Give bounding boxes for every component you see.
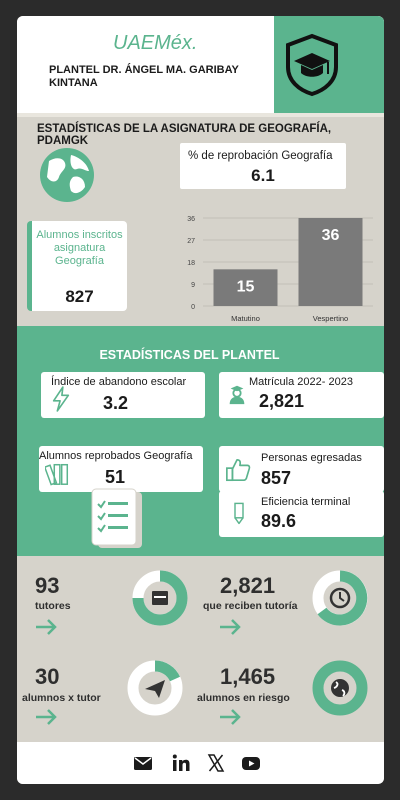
dropout-label: Índice de abandono escolar — [51, 376, 187, 388]
reprobation-label: % de reprobación Geografía — [188, 150, 333, 162]
arrow-right-icon — [36, 619, 57, 635]
dropout-value: 3.2 — [103, 393, 129, 413]
bar — [213, 269, 278, 306]
tutored-label: que reciben tutoría — [203, 600, 298, 612]
arrow-right-icon — [220, 709, 241, 725]
dropout-card: Índice de abandono escolar 3.2 — [41, 372, 205, 418]
globe-icon — [40, 148, 94, 202]
bar-data-label: 15 — [237, 278, 255, 295]
risk-value: 1,465 — [220, 664, 276, 689]
calendar-donut-icon — [132, 570, 188, 626]
youtube-icon[interactable] — [241, 753, 261, 773]
graduates-card: Personas egresadas 857 — [219, 446, 384, 492]
risk-label: alumnos en riesgo — [197, 692, 290, 704]
enrollment-value: 2,821 — [259, 391, 305, 411]
infographic-card: UAEMéx. PLANTEL DR. ÁNGEL MA. GARIBAY KI… — [17, 16, 384, 784]
mail-icon[interactable] — [133, 753, 153, 773]
y-tick-label: 9 — [191, 282, 195, 289]
arrow-right-icon — [36, 709, 57, 725]
brand-logo: UAEMéx. — [113, 32, 198, 54]
y-tick-label: 18 — [187, 260, 195, 267]
efficiency-card: Eficiencia terminal 89.6 — [219, 491, 384, 537]
tutors-value: 93 — [35, 573, 60, 598]
header-accent — [274, 16, 384, 116]
lightning-icon — [52, 386, 70, 412]
graduation-cap-shield-icon — [286, 33, 338, 97]
globe-donut-icon — [312, 660, 368, 716]
bar — [298, 218, 363, 306]
x-tick-label: Matutino — [231, 314, 260, 323]
graduates-label: Personas egresadas — [261, 452, 362, 464]
failed-students-chart: 0918273615Matutino36VespertinoReprobados — [187, 216, 373, 340]
ratio-value: 30 — [35, 664, 60, 689]
reprobation-card: % de reprobación Geografía 6.1 — [180, 143, 346, 189]
tutored-value: 2,821 — [220, 573, 276, 598]
y-tick-label: 0 — [191, 304, 195, 311]
ratio-label: alumnos x tutor — [22, 692, 101, 704]
reprobation-value: 6.1 — [251, 166, 275, 185]
x-icon[interactable] — [206, 753, 226, 773]
y-tick-label: 27 — [187, 238, 195, 245]
enrolled-value: 827 — [65, 287, 94, 306]
bar-data-label: 36 — [322, 227, 340, 244]
send-donut-icon — [127, 660, 183, 716]
linkedin-icon[interactable] — [171, 753, 191, 773]
x-tick-label: Vespertino — [313, 314, 348, 323]
tutors-label: tutores — [35, 600, 71, 612]
school-stats-section: ESTADÍSTICAS DEL PLANTEL Índice de aband… — [17, 326, 384, 556]
pencil-icon — [234, 502, 244, 525]
books-icon — [45, 463, 69, 486]
failed-label: Alumnos reprobados Geografía — [39, 450, 193, 462]
subject-stats-title: ESTADÍSTICAS DE LA ASIGNATURA DE GEOGRAF… — [37, 123, 332, 147]
y-tick-label: 36 — [187, 216, 195, 223]
school-name: PLANTEL DR. ÁNGEL MA. GARIBAY KINTANA — [49, 64, 239, 89]
divider — [17, 113, 384, 117]
enrolled-label: Alumnos inscritos asignatura Geografía — [36, 229, 123, 267]
arrow-right-icon — [220, 619, 241, 635]
clock-donut-icon — [312, 570, 368, 626]
clipboard-checklist-icon — [91, 488, 142, 548]
enrolled-card: Alumnos inscritos asignatura Geografía 8… — [27, 221, 127, 311]
header: UAEMéx. PLANTEL DR. ÁNGEL MA. GARIBAY KI… — [17, 16, 384, 116]
efficiency-label: Eficiencia terminal — [261, 496, 351, 508]
social-footer — [17, 742, 384, 784]
thumbs-up-icon — [226, 458, 251, 482]
enrollment-label: Matrícula 2022- 2023 — [249, 376, 353, 388]
graduates-value: 857 — [261, 468, 292, 488]
school-stats-title: ESTADÍSTICAS DEL PLANTEL — [99, 348, 280, 362]
failed-value: 51 — [105, 467, 126, 487]
failed-card: Alumnos reprobados Geografía 51 — [39, 446, 203, 492]
efficiency-value: 89.6 — [261, 511, 297, 531]
enrollment-card: Matrícula 2022- 2023 2,821 — [219, 372, 384, 418]
student-icon — [229, 385, 245, 405]
